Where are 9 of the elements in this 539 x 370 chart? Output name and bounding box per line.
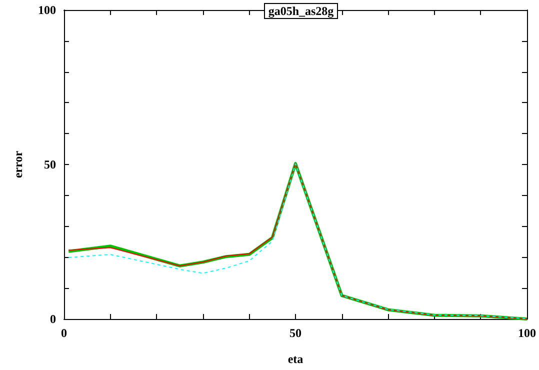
x-axis-title: eta <box>288 352 304 366</box>
y-tick-label: 50 <box>44 158 56 172</box>
y-tick-label: 100 <box>38 3 56 17</box>
chart-title: ga05h_as28g <box>268 4 334 18</box>
x-tick-label: 100 <box>518 326 536 340</box>
y-tick-label: 0 <box>50 312 56 326</box>
x-tick-label: 0 <box>61 326 67 340</box>
y-axis-title: error <box>11 150 25 178</box>
x-tick-label: 50 <box>290 326 302 340</box>
